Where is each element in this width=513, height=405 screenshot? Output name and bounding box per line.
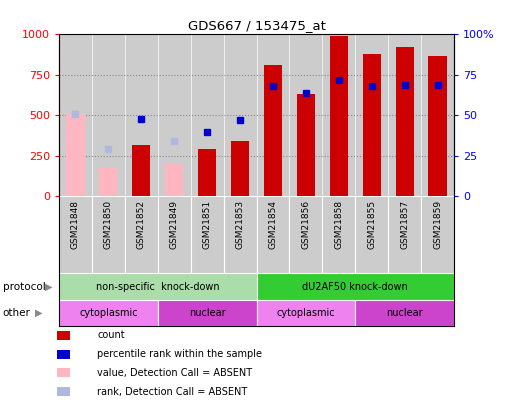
Text: rank, Detection Call = ABSENT: rank, Detection Call = ABSENT: [97, 387, 248, 396]
Text: ▶: ▶: [45, 281, 53, 292]
Bar: [322, 196, 355, 273]
Bar: [355, 300, 454, 326]
Text: GSM21857: GSM21857: [400, 200, 409, 249]
Text: GSM21858: GSM21858: [334, 200, 343, 249]
Bar: [289, 34, 322, 196]
Text: GSM21849: GSM21849: [170, 200, 179, 249]
Text: value, Detection Call = ABSENT: value, Detection Call = ABSENT: [97, 368, 252, 378]
Text: protocol: protocol: [3, 281, 45, 292]
Text: GSM21853: GSM21853: [235, 200, 245, 249]
Text: dU2AF50 knock-down: dU2AF50 knock-down: [302, 281, 408, 292]
Bar: [198, 149, 216, 196]
Bar: [57, 369, 70, 377]
Text: non-specific  knock-down: non-specific knock-down: [96, 281, 220, 292]
Text: count: count: [97, 330, 125, 340]
Bar: [165, 164, 183, 196]
Bar: [66, 114, 85, 196]
Bar: [157, 34, 191, 196]
Text: GSM21854: GSM21854: [268, 200, 278, 249]
Bar: [421, 196, 454, 273]
Bar: [330, 36, 348, 196]
Bar: [191, 34, 224, 196]
Bar: [396, 47, 413, 196]
Title: GDS667 / 153475_at: GDS667 / 153475_at: [188, 19, 325, 32]
Text: GSM21851: GSM21851: [203, 200, 212, 249]
Bar: [388, 196, 421, 273]
Bar: [158, 196, 191, 273]
Bar: [125, 34, 157, 196]
Text: GSM21859: GSM21859: [433, 200, 442, 249]
Text: GSM21856: GSM21856: [301, 200, 310, 249]
Bar: [125, 196, 158, 273]
Bar: [231, 141, 249, 196]
Text: percentile rank within the sample: percentile rank within the sample: [97, 349, 262, 359]
Bar: [256, 196, 289, 273]
Bar: [421, 34, 454, 196]
Text: nuclear: nuclear: [386, 308, 423, 318]
Bar: [191, 196, 224, 273]
Bar: [92, 196, 125, 273]
Text: other: other: [3, 308, 30, 318]
Text: ▶: ▶: [35, 308, 43, 318]
Bar: [224, 196, 256, 273]
Bar: [388, 34, 421, 196]
Text: GSM21850: GSM21850: [104, 200, 113, 249]
Bar: [297, 94, 315, 196]
Bar: [59, 300, 158, 326]
Bar: [100, 168, 117, 196]
Bar: [57, 350, 70, 358]
Bar: [355, 34, 388, 196]
Bar: [256, 300, 355, 326]
Bar: [59, 34, 92, 196]
Bar: [57, 331, 70, 340]
Bar: [92, 34, 125, 196]
Text: GSM21852: GSM21852: [137, 200, 146, 249]
Bar: [59, 273, 256, 300]
Bar: [158, 300, 256, 326]
Bar: [256, 273, 454, 300]
Text: GSM21855: GSM21855: [367, 200, 376, 249]
Text: cytoplasmic: cytoplasmic: [277, 308, 335, 318]
Bar: [264, 65, 282, 196]
Bar: [428, 56, 447, 196]
Bar: [355, 196, 388, 273]
Bar: [322, 34, 355, 196]
Bar: [289, 196, 322, 273]
Bar: [224, 34, 256, 196]
Bar: [132, 145, 150, 196]
Text: nuclear: nuclear: [189, 308, 225, 318]
Text: cytoplasmic: cytoplasmic: [79, 308, 137, 318]
Bar: [256, 34, 289, 196]
Text: GSM21848: GSM21848: [71, 200, 80, 249]
Bar: [57, 387, 70, 396]
Bar: [59, 196, 92, 273]
Bar: [363, 54, 381, 196]
